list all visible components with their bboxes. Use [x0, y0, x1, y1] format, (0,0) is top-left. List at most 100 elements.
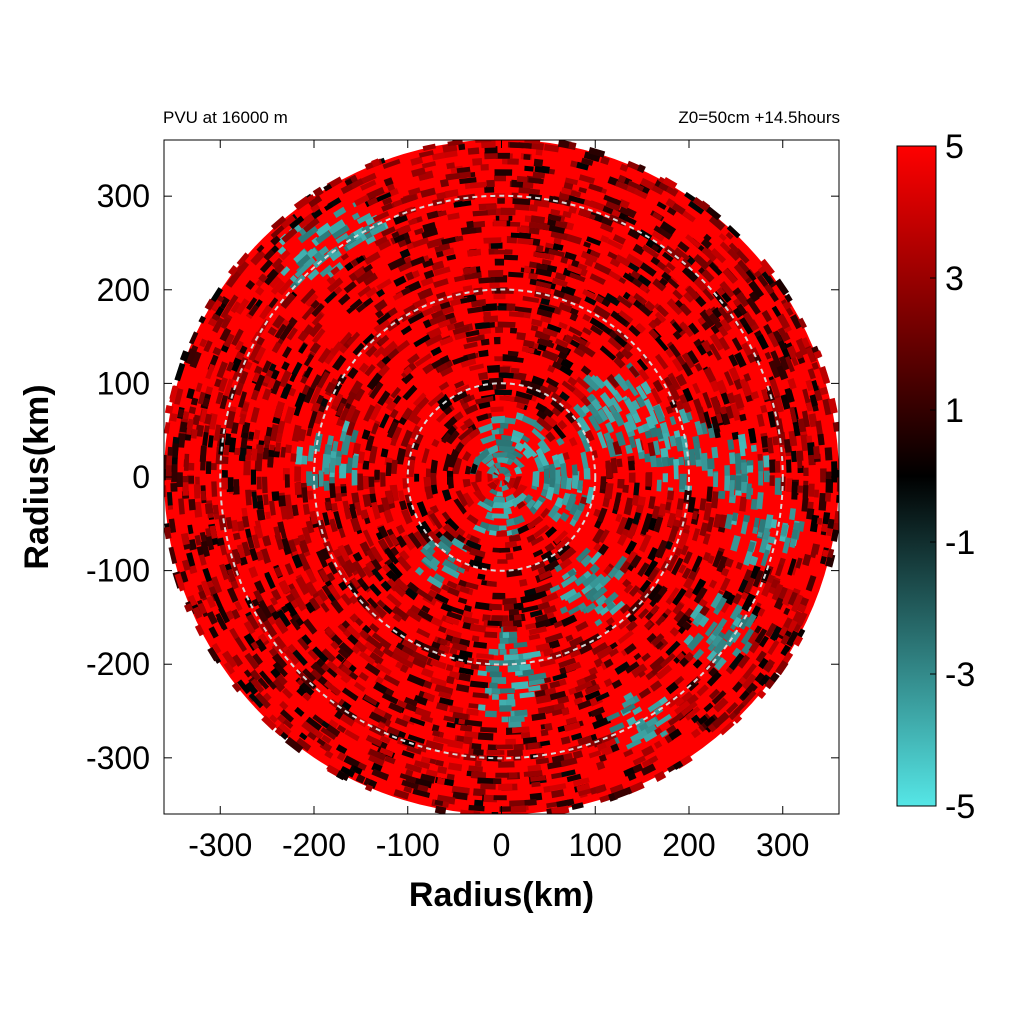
field-cell — [215, 391, 224, 405]
field-cell — [336, 751, 347, 762]
field-cell — [447, 739, 464, 749]
field-cell — [702, 533, 711, 545]
field-cell — [660, 221, 677, 236]
field-cell — [302, 668, 317, 682]
field-cell — [684, 651, 695, 662]
field-cell — [532, 171, 546, 179]
field-cell — [231, 682, 242, 693]
field-cell — [633, 652, 642, 661]
field-cell — [363, 694, 378, 706]
field-cell — [704, 621, 718, 637]
field-cell — [533, 499, 543, 511]
field-cell — [825, 471, 833, 480]
field-cell — [516, 175, 528, 183]
field-cell — [712, 550, 724, 568]
field-cell — [626, 716, 637, 727]
field-cell — [644, 559, 659, 578]
field-cell — [561, 492, 571, 506]
x-tick-label: -300 — [188, 827, 252, 863]
field-cell — [438, 398, 453, 412]
field-cell — [307, 731, 317, 741]
field-cell — [590, 706, 605, 718]
field-cell — [295, 576, 311, 596]
field-cell — [424, 333, 443, 347]
field-cell — [568, 206, 578, 214]
field-cell — [360, 582, 370, 592]
field-cell — [267, 326, 278, 336]
field-cell — [613, 492, 622, 511]
field-cell — [643, 398, 654, 412]
field-cell — [592, 586, 608, 601]
field-cell — [278, 370, 292, 388]
field-cell — [253, 429, 261, 440]
field-cell — [681, 701, 698, 717]
field-cell — [563, 721, 581, 732]
field-cell — [507, 350, 519, 357]
field-cell — [787, 619, 800, 634]
field-cell — [595, 691, 610, 702]
field-cell — [603, 379, 618, 396]
field-cell — [577, 735, 593, 746]
field-cell — [750, 444, 757, 452]
field-cell — [279, 700, 289, 711]
field-cell — [499, 214, 509, 221]
field-cell — [340, 437, 351, 456]
field-cell — [214, 378, 222, 388]
field-cell — [352, 765, 363, 774]
field-cell — [329, 483, 336, 499]
field-cell — [446, 611, 463, 621]
field-cell — [710, 248, 727, 264]
field-cell — [477, 670, 487, 677]
field-cell — [578, 788, 592, 797]
field-cell — [190, 397, 199, 406]
field-cell — [632, 512, 642, 525]
field-cell — [708, 312, 723, 329]
field-cell — [612, 410, 625, 427]
field-cell — [245, 280, 256, 290]
field-cell — [324, 202, 334, 211]
field-cell — [557, 695, 570, 705]
field-cell — [590, 397, 603, 411]
field-cell — [381, 692, 399, 705]
field-cell — [282, 687, 293, 699]
field-cell — [365, 340, 376, 350]
field-cell — [658, 503, 668, 517]
field-cell — [347, 711, 357, 722]
field-cell — [374, 469, 380, 480]
field-cell — [555, 469, 561, 485]
field-cell — [537, 439, 551, 454]
field-cell — [706, 486, 713, 502]
field-cell — [446, 580, 458, 590]
field-cell — [731, 431, 740, 440]
field-cell — [324, 680, 342, 696]
field-cell — [336, 555, 347, 568]
field-cell — [756, 413, 765, 427]
field-cell — [454, 384, 470, 395]
field-cell — [335, 232, 349, 244]
field-cell — [524, 799, 537, 807]
field-cell — [635, 438, 643, 453]
field-cell — [338, 581, 348, 591]
field-cell — [559, 606, 569, 615]
field-cell — [241, 541, 251, 557]
field-cell — [763, 470, 771, 483]
field-cell — [514, 465, 523, 475]
field-cell — [741, 595, 755, 612]
field-cell — [554, 497, 565, 509]
field-cell — [392, 647, 410, 662]
field-cell — [580, 365, 592, 376]
field-cell — [558, 302, 573, 313]
y-tick-label: 100 — [97, 365, 150, 401]
field-cell — [341, 687, 359, 702]
field-cell — [210, 576, 223, 594]
field-cell — [322, 512, 330, 526]
field-cell — [346, 457, 353, 473]
field-cell — [355, 774, 366, 784]
field-cell — [528, 221, 544, 230]
field-cell — [502, 597, 518, 606]
field-cell — [468, 559, 485, 570]
field-cell — [627, 180, 645, 192]
field-cell — [458, 143, 466, 151]
field-cell — [303, 366, 314, 379]
field-cell — [560, 357, 574, 370]
